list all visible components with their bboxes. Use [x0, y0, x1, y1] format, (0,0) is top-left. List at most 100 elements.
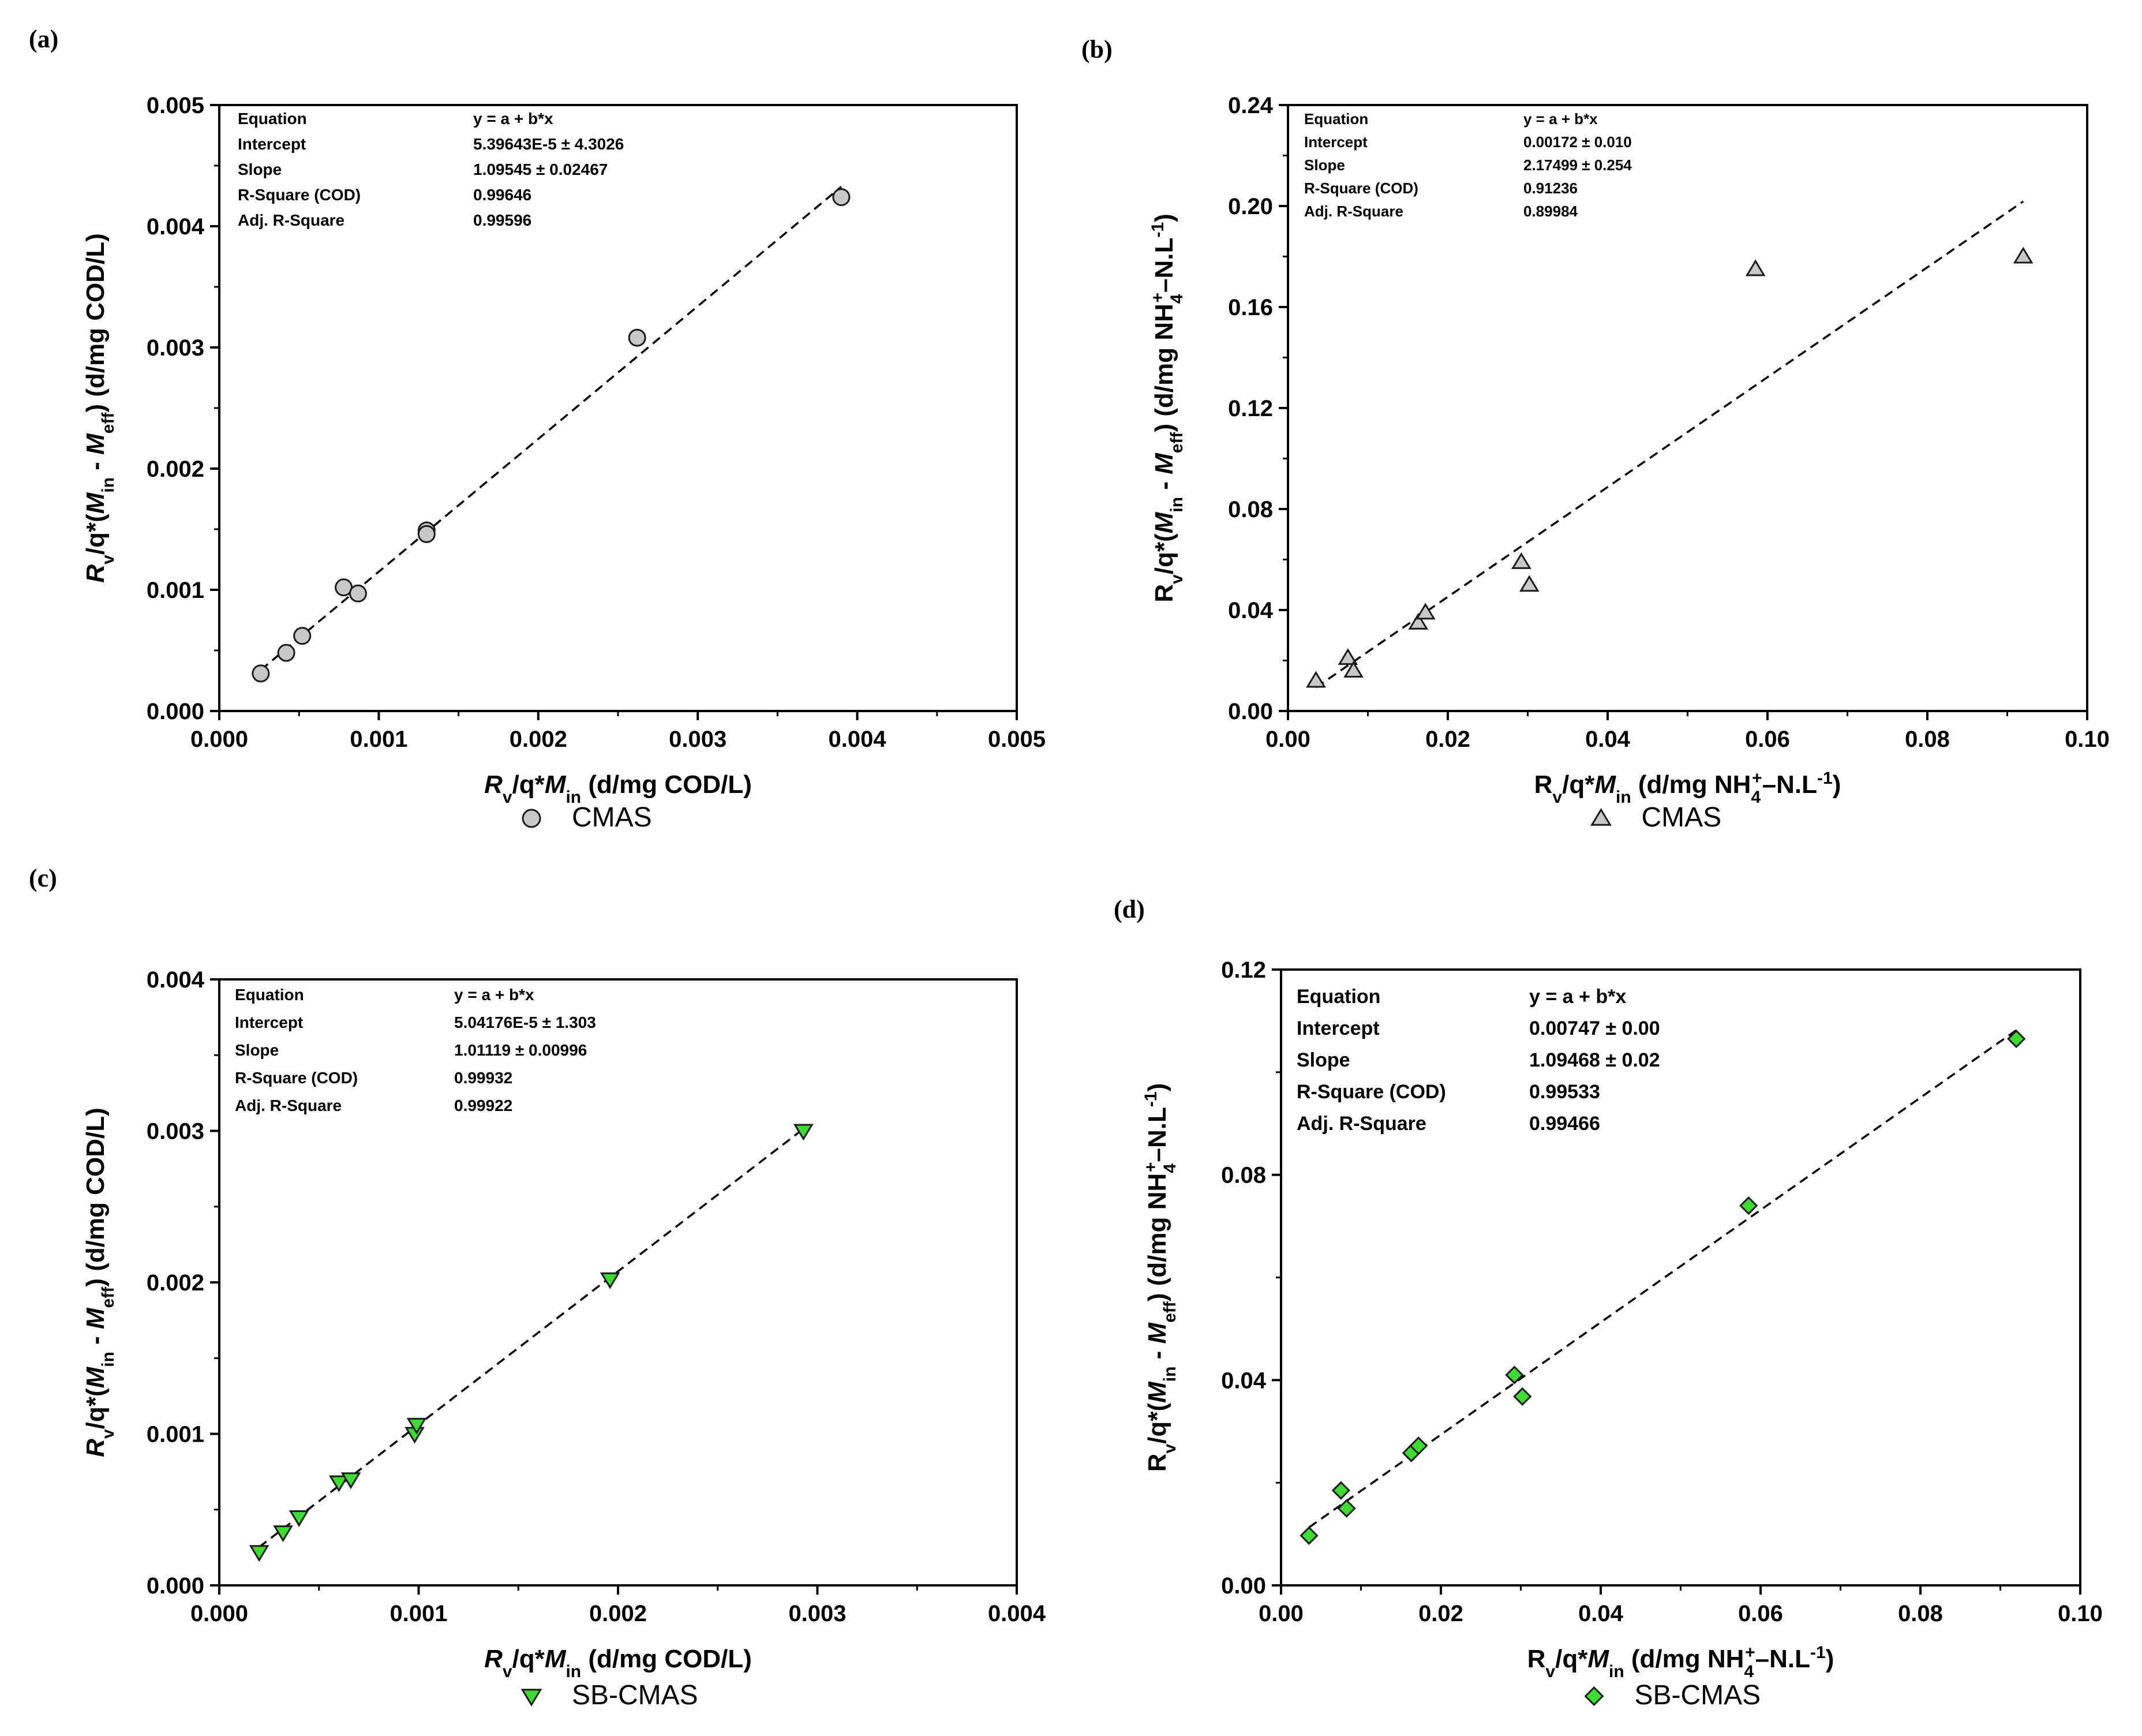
chart-panel-3: (c) 0.000 0.001 0.002 0.003 0.004 0.000 0.001 0.…: [29, 864, 1046, 1711]
y-tick-label: 0.002: [147, 1270, 204, 1296]
stats-label: Equation: [238, 110, 307, 128]
x-tick-label: 0.003: [788, 1601, 846, 1626]
x-axis-label: Rv/q*Min (d/mg COD/L): [484, 1645, 752, 1681]
y-axis-label: Rv/q*(Min - Meff) (d/mg NH4+–N.L-1): [1141, 1083, 1179, 1472]
x-tick-label: 0.10: [2065, 727, 2110, 752]
chart-panel-1: (a) 0.000 0.001 0.002 0.003 0.004 0.005 0.000 0.…: [29, 25, 1046, 833]
x-tick-label: 0.06: [1738, 1601, 1783, 1626]
stats-value: 0.91236: [1523, 179, 1578, 197]
x-axis-label: Rv/q*Min (d/mg NH4+–N.L-1): [1534, 769, 1841, 807]
stats-value: 0.00747 ± 0.00: [1529, 1017, 1660, 1039]
stats-value: y = a + b*x: [454, 986, 534, 1004]
panel-label: (c): [29, 864, 57, 892]
x-tick-label: 0.001: [350, 727, 407, 752]
data-point: [252, 664, 270, 683]
stats-value: 1.09545 ± 0.02467: [473, 160, 608, 178]
legend-marker: [1584, 1686, 1604, 1707]
fit-line: [1315, 200, 2024, 689]
legend-label: SB-CMAS: [1635, 1680, 1761, 1711]
y-tick-label: 0.04: [1228, 598, 1274, 623]
x-tick-label: 0.04: [1578, 1601, 1624, 1626]
data-point: [273, 1525, 293, 1543]
x-tick-label: 0.004: [829, 727, 887, 752]
y-tick-label: 0.12: [1228, 396, 1273, 421]
x-tick-label: 0.002: [589, 1601, 647, 1626]
stats-value: 0.00172 ± 0.010: [1523, 133, 1632, 151]
y-tick-label: 0.000: [147, 1573, 204, 1599]
data-point: [340, 1472, 361, 1490]
data-point: [328, 1475, 349, 1492]
stats-label: Slope: [235, 1041, 279, 1059]
legend-marker: [522, 809, 541, 828]
legend-marker: [1590, 808, 1612, 826]
y-tick-label: 0.00: [1221, 1573, 1266, 1599]
x-tick-label: 0.00: [1265, 727, 1310, 752]
stats-value: 0.89984: [1523, 203, 1578, 220]
stats-label: Intercept: [235, 1013, 303, 1031]
stats-value: 2.17499 ± 0.254: [1523, 156, 1632, 174]
legend-label: SB-CMAS: [572, 1680, 698, 1711]
y-tick-label: 0.08: [1221, 1163, 1266, 1188]
y-tick-label: 0.002: [147, 457, 204, 482]
x-tick-label: 0.000: [190, 727, 248, 752]
data-point: [1739, 1196, 1758, 1215]
x-tick-label: 0.000: [190, 1601, 248, 1626]
data-point: [406, 1417, 427, 1435]
data-point: [1300, 1526, 1319, 1545]
stats-value: y = a + b*x: [1529, 986, 1626, 1008]
stats-value: 5.04176E-5 ± 1.303: [454, 1013, 596, 1031]
panel-label: (d): [1114, 895, 1145, 923]
data-point: [1745, 259, 1766, 276]
x-tick-label: 0.00: [1259, 1601, 1304, 1626]
y-axis-label: Rv/q*(Min - Meff) (d/mg NH4+–N.L-1): [1148, 214, 1186, 602]
stats-label: R-Square (COD): [235, 1069, 358, 1087]
y-tick-label: 0.001: [147, 578, 204, 603]
x-tick-label: 0.02: [1418, 1601, 1463, 1626]
data-point: [289, 1510, 309, 1527]
panel-label: (a): [29, 25, 58, 53]
data-point: [793, 1124, 814, 1141]
fit-line: [1308, 1029, 2017, 1528]
x-axis-label: Rv/q*Min (d/mg COD/L): [484, 770, 752, 807]
y-tick-label: 0.12: [1221, 957, 1266, 983]
stats-label: Intercept: [238, 135, 306, 153]
stats-label: Slope: [238, 160, 282, 178]
fit-line: [259, 1128, 804, 1548]
data-point: [1519, 575, 1540, 592]
stats-label: R-Square (COD): [1304, 179, 1418, 197]
stats-value: 0.99466: [1529, 1113, 1600, 1135]
y-axis-label: Rv/q*(Min - Meff) (d/mg COD/L): [81, 233, 118, 583]
y-tick-label: 0.003: [147, 335, 204, 361]
data-point: [1415, 603, 1436, 620]
stats-value: 0.99932: [454, 1069, 512, 1087]
legend-marker: [520, 1689, 542, 1707]
stats-label: Adj. R-Square: [238, 211, 344, 229]
y-tick-label: 0.24: [1228, 93, 1274, 118]
stats-label: Intercept: [1297, 1017, 1380, 1039]
data-point: [277, 643, 295, 662]
stats-value: 1.09468 ± 0.02: [1529, 1049, 1660, 1071]
x-tick-label: 0.001: [390, 1601, 447, 1626]
stats-value: 5.39643E-5 ± 4.3026: [473, 135, 624, 153]
stats-label: Adj. R-Square: [1304, 203, 1403, 220]
stats-label: Adj. R-Square: [1297, 1113, 1426, 1135]
stats-value: 0.99533: [1529, 1081, 1600, 1103]
y-tick-label: 0.000: [147, 699, 204, 724]
data-point: [249, 1545, 269, 1562]
x-tick-label: 0.005: [988, 727, 1046, 752]
data-point: [1409, 1436, 1428, 1456]
stats-label: Slope: [1297, 1049, 1350, 1071]
legend-label: CMAS: [1642, 802, 1722, 833]
y-tick-label: 0.001: [147, 1422, 204, 1447]
y-tick-label: 0.16: [1228, 295, 1273, 320]
x-tick-label: 0.04: [1585, 727, 1631, 752]
x-tick-label: 0.003: [669, 727, 727, 752]
y-tick-label: 0.004: [147, 967, 205, 993]
data-point: [1505, 1365, 1524, 1385]
x-tick-label: 0.06: [1745, 727, 1790, 752]
data-point: [417, 525, 436, 543]
x-tick-label: 0.10: [2058, 1601, 2103, 1626]
data-point: [349, 584, 367, 603]
data-point: [1338, 648, 1358, 665]
stats-label: Equation: [1297, 986, 1380, 1008]
